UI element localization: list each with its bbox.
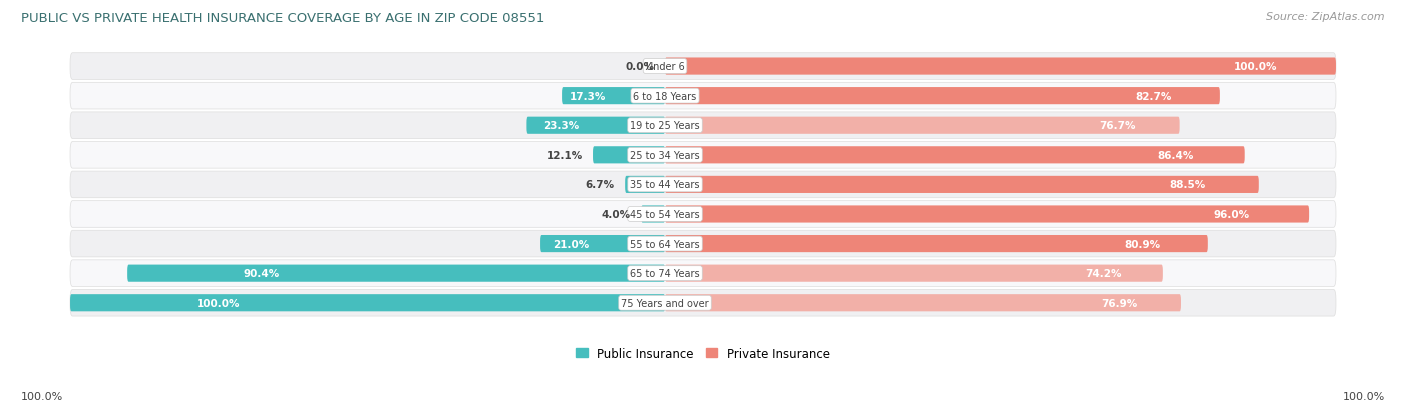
Text: 6 to 18 Years: 6 to 18 Years xyxy=(633,91,696,102)
Text: 25 to 34 Years: 25 to 34 Years xyxy=(630,150,700,160)
Text: 100.0%: 100.0% xyxy=(1343,391,1385,401)
Text: PUBLIC VS PRIVATE HEALTH INSURANCE COVERAGE BY AGE IN ZIP CODE 08551: PUBLIC VS PRIVATE HEALTH INSURANCE COVER… xyxy=(21,12,544,25)
Text: 55 to 64 Years: 55 to 64 Years xyxy=(630,239,700,249)
FancyBboxPatch shape xyxy=(665,265,1163,282)
FancyBboxPatch shape xyxy=(70,142,1336,169)
Text: 17.3%: 17.3% xyxy=(569,91,606,102)
FancyBboxPatch shape xyxy=(665,117,1180,135)
Text: 35 to 44 Years: 35 to 44 Years xyxy=(630,180,700,190)
FancyBboxPatch shape xyxy=(70,231,1336,257)
FancyBboxPatch shape xyxy=(665,88,1220,105)
Text: 80.9%: 80.9% xyxy=(1125,239,1161,249)
FancyBboxPatch shape xyxy=(562,88,665,105)
FancyBboxPatch shape xyxy=(665,58,1336,76)
Text: 75 Years and over: 75 Years and over xyxy=(621,298,709,308)
Text: 6.7%: 6.7% xyxy=(586,180,614,190)
Text: 65 to 74 Years: 65 to 74 Years xyxy=(630,268,700,278)
Text: 23.3%: 23.3% xyxy=(543,121,579,131)
Text: 19 to 25 Years: 19 to 25 Years xyxy=(630,121,700,131)
FancyBboxPatch shape xyxy=(70,172,1336,198)
FancyBboxPatch shape xyxy=(665,176,1258,194)
FancyBboxPatch shape xyxy=(526,117,665,135)
Text: 76.7%: 76.7% xyxy=(1099,121,1136,131)
FancyBboxPatch shape xyxy=(665,235,1208,252)
FancyBboxPatch shape xyxy=(593,147,665,164)
Text: 100.0%: 100.0% xyxy=(197,298,240,308)
Text: 82.7%: 82.7% xyxy=(1135,91,1171,102)
FancyBboxPatch shape xyxy=(665,294,1181,311)
FancyBboxPatch shape xyxy=(70,290,1336,316)
Text: 12.1%: 12.1% xyxy=(547,150,582,160)
FancyBboxPatch shape xyxy=(70,201,1336,228)
FancyBboxPatch shape xyxy=(70,294,665,311)
Text: 74.2%: 74.2% xyxy=(1085,268,1122,278)
Text: 0.0%: 0.0% xyxy=(626,62,655,72)
FancyBboxPatch shape xyxy=(641,206,665,223)
FancyBboxPatch shape xyxy=(665,206,1309,223)
Text: 90.4%: 90.4% xyxy=(243,268,280,278)
Text: 4.0%: 4.0% xyxy=(602,209,631,219)
Text: 100.0%: 100.0% xyxy=(1233,62,1277,72)
FancyBboxPatch shape xyxy=(665,147,1244,164)
Legend: Public Insurance, Private Insurance: Public Insurance, Private Insurance xyxy=(576,347,830,360)
Text: Source: ZipAtlas.com: Source: ZipAtlas.com xyxy=(1267,12,1385,22)
FancyBboxPatch shape xyxy=(626,176,665,194)
Text: 76.9%: 76.9% xyxy=(1101,298,1137,308)
FancyBboxPatch shape xyxy=(540,235,665,252)
Text: 86.4%: 86.4% xyxy=(1157,150,1194,160)
Text: 21.0%: 21.0% xyxy=(553,239,589,249)
FancyBboxPatch shape xyxy=(70,54,1336,80)
Text: 100.0%: 100.0% xyxy=(21,391,63,401)
Text: Under 6: Under 6 xyxy=(645,62,685,72)
Text: 45 to 54 Years: 45 to 54 Years xyxy=(630,209,700,219)
FancyBboxPatch shape xyxy=(70,260,1336,287)
FancyBboxPatch shape xyxy=(70,113,1336,139)
FancyBboxPatch shape xyxy=(70,83,1336,110)
Text: 96.0%: 96.0% xyxy=(1213,209,1250,219)
Text: 88.5%: 88.5% xyxy=(1170,180,1206,190)
FancyBboxPatch shape xyxy=(127,265,665,282)
